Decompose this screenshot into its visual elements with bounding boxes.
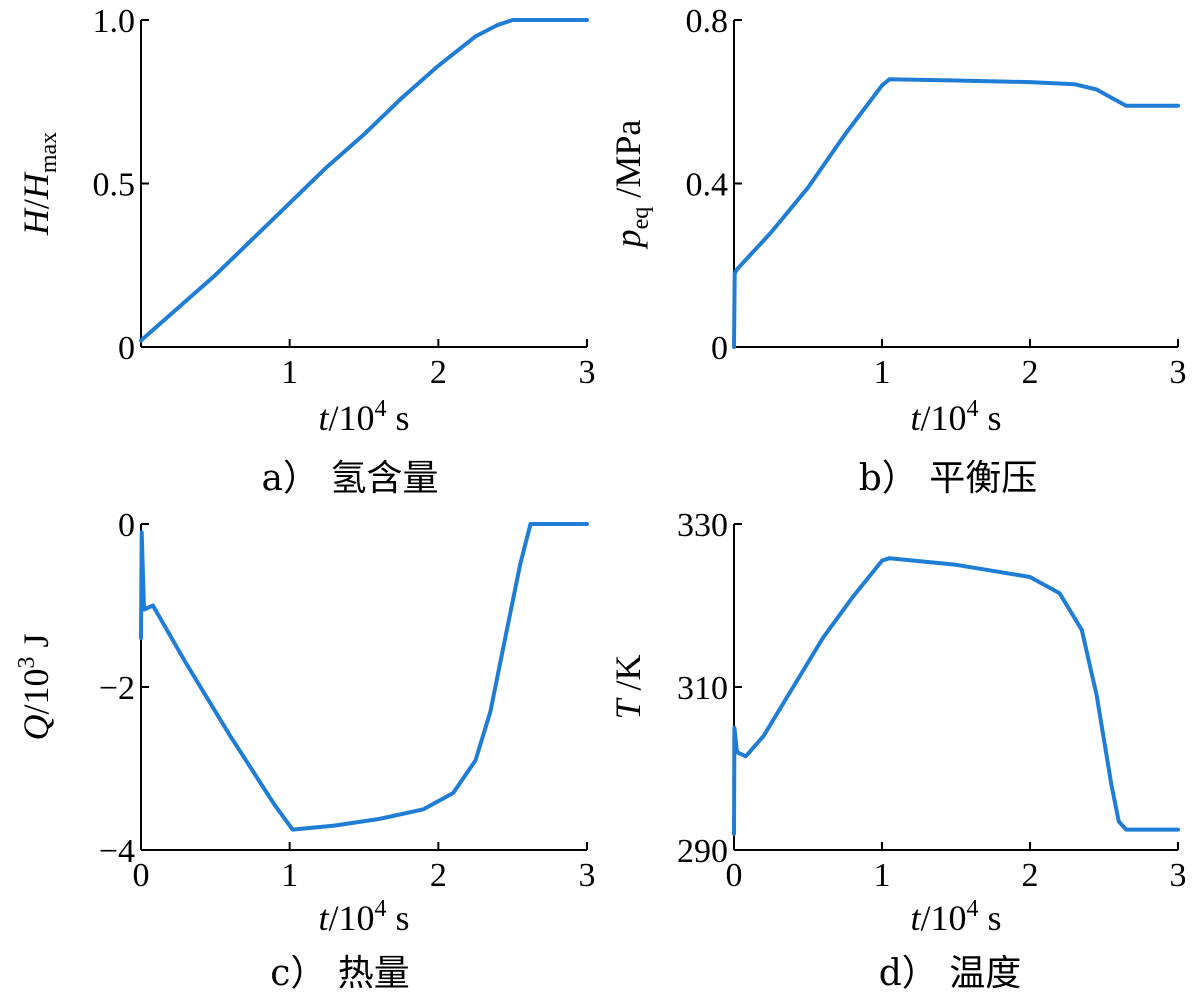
x-tick-label: 1 [281,857,298,894]
x-label-sup: 4 [375,896,387,922]
x-label-base: 10 [339,898,375,938]
x-label-var: t [910,398,921,438]
x-label-slash: / [920,898,930,938]
x-tick-label: 3 [1170,354,1187,391]
series-line-a [139,18,589,343]
y-label-var: H [16,207,56,236]
y-label-sub: eq [628,207,654,230]
x-label-base: 10 [931,398,967,438]
x-tick-label: 2 [1022,354,1039,391]
x-label-sup: 4 [375,396,387,422]
x-label-var: t [910,898,921,938]
y-label-var: p [608,229,648,250]
y-tick-label: −2 [99,670,135,707]
panel-caption: c） 热量 [270,953,410,994]
y-tick-label: 0 [118,507,135,544]
y-label-unit: MPa [608,120,648,188]
x-axis-label: t/104 s [318,896,409,938]
series-line-c [139,522,589,832]
x-tick-label: 2 [430,857,447,894]
x-label-unit: s [979,398,1002,438]
x-tick-label: 1 [874,857,891,894]
y-tick-label: 0.5 [93,167,136,204]
y-label-slash: / [16,199,56,209]
x-axis-label: t/104 s [910,896,1001,938]
y-label-sup: 3 [14,657,40,669]
y-label-base: 10 [16,669,56,705]
y-axis-label: T /K [608,654,648,719]
panel-caption: b） 平衡压 [859,458,1038,499]
x-label-unit: s [979,898,1002,938]
x-label-slash: / [328,898,338,938]
y-label-slash: / [608,188,648,207]
x-label-sup: 4 [967,896,979,922]
x-label-slash: / [328,398,338,438]
y-tick-label: −4 [99,833,135,870]
y-label-sub: max [36,132,62,173]
x-tick-label: 2 [430,354,447,391]
y-tick-label: 0.8 [686,3,729,40]
y-label-unit: J [16,633,56,656]
y-tick-label: 310 [677,670,728,707]
x-tick-label: 3 [1170,857,1187,894]
x-tick-label: 0 [726,857,743,894]
x-tick-label: 1 [874,354,891,391]
chart-c: −4−200 1 2 3Q/103 Jt/104 sc） 热量 [14,507,596,994]
y-tick-label: 330 [677,507,728,544]
y-axis-label: peq /MPa [608,120,654,251]
y-label-var: Q [16,715,56,741]
y-label-var: T [608,697,648,720]
x-tick-label: 3 [579,354,596,391]
x-tick-label: 1 [281,354,298,391]
series-line-b [732,77,1180,349]
y-label-slash: / [16,705,56,715]
x-label-unit: s [387,898,410,938]
y-axis-label: H/Hmax [16,132,62,236]
y-tick-label: 290 [677,833,728,870]
y-tick-label: 1.0 [93,3,136,40]
x-axis-label: t/104 s [318,396,409,438]
y-label-unit: K [608,654,648,680]
x-label-base: 10 [931,898,967,938]
x-label-sup: 4 [967,396,979,422]
x-axis-label: t/104 s [910,396,1001,438]
series-line-d [732,556,1180,836]
y-tick-label: 0 [118,330,135,367]
x-label-base: 10 [339,398,375,438]
x-label-var: t [318,398,329,438]
y-tick-label: 0 [711,330,728,367]
y-label-var2: H [16,171,56,200]
y-tick-label: 0.4 [686,167,729,204]
panel-caption: a） 氢含量 [262,458,439,499]
y-label-slash: / [608,680,648,699]
y-axis-label: Q/103 J [14,633,56,740]
x-label-slash: / [920,398,930,438]
x-label-var: t [318,898,329,938]
x-tick-label: 3 [579,857,596,894]
x-tick-label: 2 [1022,857,1039,894]
x-label-unit: s [387,398,410,438]
panel-caption: d） 温度 [879,953,1022,994]
x-tick-label: 0 [133,857,150,894]
